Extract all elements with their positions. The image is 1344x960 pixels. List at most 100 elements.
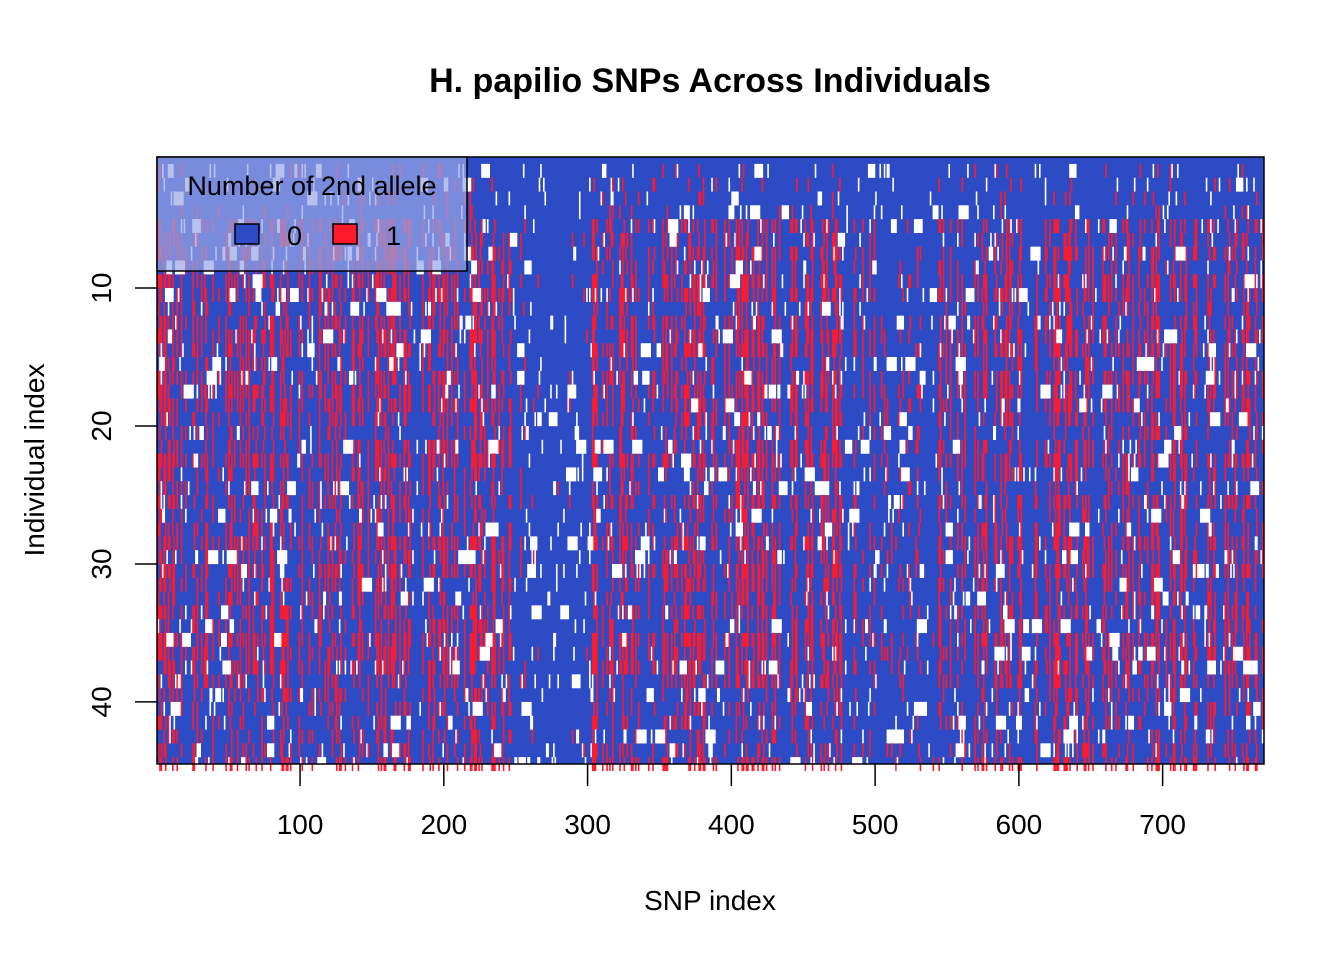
heatmap-cell-allele-1 [820, 315, 823, 330]
heatmap-cell-allele-1 [169, 412, 171, 427]
heatmap-cell-allele-1 [1005, 246, 1008, 261]
heatmap-cell-allele-1 [361, 315, 364, 330]
heatmap-cell-allele-1 [810, 357, 813, 371]
heatmap-cell-allele-1 [428, 288, 430, 303]
heatmap-cell-missing [640, 536, 650, 551]
heatmap-cell-allele-1 [1151, 329, 1153, 344]
heatmap-cell-allele-1 [377, 343, 380, 358]
heatmap-cell-allele-1 [873, 453, 876, 468]
heatmap-cell-missing [826, 536, 828, 551]
heatmap-cell-allele-1 [472, 301, 475, 316]
heatmap-cell-allele-1 [1207, 398, 1209, 413]
heatmap-cell-allele-1 [834, 274, 837, 289]
heatmap-cell-allele-1 [272, 343, 275, 358]
heatmap-cell-missing [425, 439, 427, 454]
heatmap-cell-missing [1191, 453, 1193, 468]
heatmap-cell-missing [765, 536, 769, 551]
heatmap-cell-allele-1 [794, 439, 797, 454]
heatmap-cell-allele-1 [334, 522, 337, 537]
heatmap-cell-allele-1 [1214, 384, 1216, 399]
heatmap-cell-allele-1 [774, 370, 777, 385]
heatmap-cell-allele-1 [635, 357, 637, 371]
heatmap-cell-allele-1 [1128, 232, 1130, 247]
heatmap-cell-allele-1 [271, 370, 273, 385]
heatmap-cell-allele-1 [481, 384, 483, 399]
heatmap-cell-allele-1 [367, 315, 370, 330]
heatmap-cell-allele-1 [407, 439, 410, 454]
heatmap-cell-allele-1 [791, 439, 794, 454]
heatmap-cell-allele-1 [712, 453, 715, 468]
heatmap-cell-allele-1 [942, 343, 945, 358]
heatmap-cell-allele-1 [327, 398, 329, 413]
heatmap-cell-allele-1 [1118, 398, 1120, 413]
heatmap-cell-missing [932, 398, 935, 413]
heatmap-cell-allele-1 [765, 274, 768, 289]
heatmap-cell-missing [1001, 219, 1004, 234]
heatmap-cell-allele-1 [1054, 343, 1057, 358]
heatmap-cell-allele-1 [961, 274, 963, 289]
heatmap-cell-allele-1 [252, 522, 255, 537]
heatmap-cell-missing [1083, 384, 1086, 399]
heatmap-cell-allele-1 [820, 439, 823, 454]
heatmap-cell-allele-1 [284, 412, 286, 427]
heatmap-cell-allele-1 [180, 522, 183, 537]
heatmap-cell-allele-1 [481, 288, 483, 303]
heatmap-cell-missing [474, 343, 476, 358]
heatmap-cell-allele-1 [594, 508, 597, 523]
heatmap-cell-allele-1 [747, 288, 749, 303]
heatmap-cell-allele-1 [737, 329, 739, 344]
heatmap-cell-allele-1 [839, 329, 841, 344]
heatmap-cell-allele-1 [1256, 288, 1258, 303]
heatmap-cell-allele-1 [699, 384, 702, 399]
heatmap-cell-allele-1 [318, 398, 321, 413]
heatmap-cell-allele-1 [908, 274, 910, 289]
heatmap-cell-allele-1 [1146, 426, 1149, 440]
heatmap-cell-allele-1 [1184, 426, 1186, 440]
heatmap-cell-allele-1 [279, 384, 282, 399]
heatmap-cell-allele-1 [1143, 370, 1146, 385]
heatmap-cell-allele-1 [670, 343, 673, 358]
heatmap-cell-missing [488, 453, 490, 468]
heatmap-cell-allele-1 [338, 329, 341, 344]
heatmap-cell-allele-1 [916, 467, 919, 482]
heatmap-cell-missing [681, 453, 692, 468]
heatmap-cell-allele-1 [327, 426, 329, 440]
heatmap-cell-allele-1 [239, 384, 242, 399]
heatmap-cell-allele-1 [206, 522, 209, 537]
heatmap-cell-allele-1 [977, 398, 979, 413]
heatmap-cell-allele-1 [361, 357, 364, 371]
heatmap-cell-allele-1 [393, 329, 396, 344]
heatmap-cell-missing [728, 205, 735, 220]
heatmap-cell-missing [1053, 315, 1055, 330]
heatmap-cell-allele-1 [491, 260, 493, 275]
heatmap-cell-allele-1 [1139, 370, 1142, 385]
heatmap-cell-allele-1 [1146, 315, 1149, 330]
heatmap-cell-allele-1 [1000, 412, 1002, 427]
heatmap-cell-allele-1 [1243, 274, 1245, 289]
heatmap-cell-allele-1 [1212, 536, 1215, 551]
heatmap-cell-allele-1 [938, 260, 940, 275]
heatmap-cell-allele-1 [281, 357, 283, 371]
heatmap-cell-allele-1 [637, 522, 640, 537]
heatmap-cell-allele-1 [380, 329, 383, 344]
heatmap-cell-allele-1 [1138, 439, 1140, 454]
heatmap-cell-allele-1 [164, 343, 167, 358]
heatmap-cell-allele-1 [298, 329, 301, 344]
heatmap-cell-allele-1 [811, 260, 814, 275]
heatmap-cell-missing [801, 384, 804, 399]
heatmap-cell-allele-1 [520, 232, 522, 247]
heatmap-cell-missing [688, 219, 690, 234]
heatmap-cell-allele-1 [981, 536, 984, 551]
heatmap-cell-allele-1 [205, 315, 207, 330]
heatmap-cell-missing [593, 370, 595, 385]
heatmap-cell-allele-1 [509, 439, 512, 454]
heatmap-cell-missing [301, 343, 304, 358]
heatmap-cell-missing [488, 522, 490, 537]
heatmap-cell-allele-1 [298, 398, 301, 413]
heatmap-cell-missing [839, 481, 841, 496]
heatmap-cell-allele-1 [261, 522, 263, 537]
heatmap-cell-missing [185, 508, 187, 523]
heatmap-cell-allele-1 [945, 343, 948, 358]
heatmap-cell-allele-1 [1063, 494, 1066, 509]
heatmap-cell-allele-1 [1122, 467, 1124, 482]
